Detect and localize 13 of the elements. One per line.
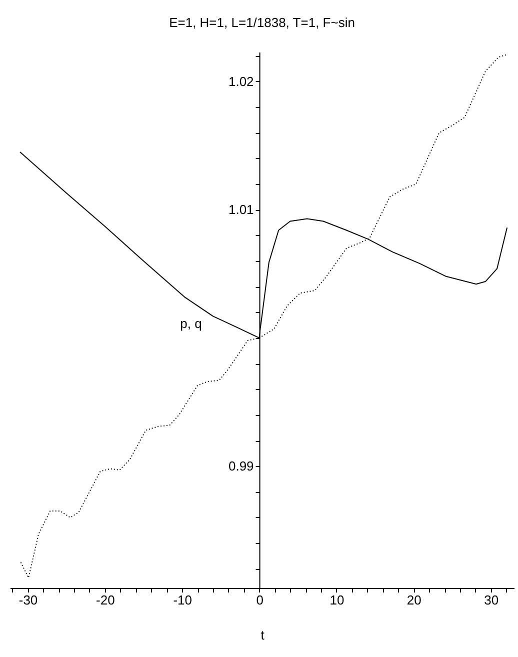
- y-tick-label: 0.99: [228, 458, 254, 474]
- y-tick-label: 1.02: [228, 74, 254, 89]
- x-axis-title: t: [260, 628, 265, 642]
- y-axis-title: p, q: [180, 316, 202, 332]
- x-tick-label: -30: [18, 592, 38, 608]
- x-tick-label: -10: [173, 592, 192, 608]
- y-tick-label: 1.01: [228, 202, 254, 218]
- x-tick-label: 0: [256, 592, 264, 608]
- x-tick-label: 10: [330, 592, 344, 608]
- x-tick-label: 30: [484, 592, 499, 608]
- chart-title: E=1, H=1, L=1/1838, T=1, F~sin: [169, 15, 355, 30]
- x-tick-label: -20: [96, 592, 115, 608]
- x-tick-label: 20: [406, 592, 422, 608]
